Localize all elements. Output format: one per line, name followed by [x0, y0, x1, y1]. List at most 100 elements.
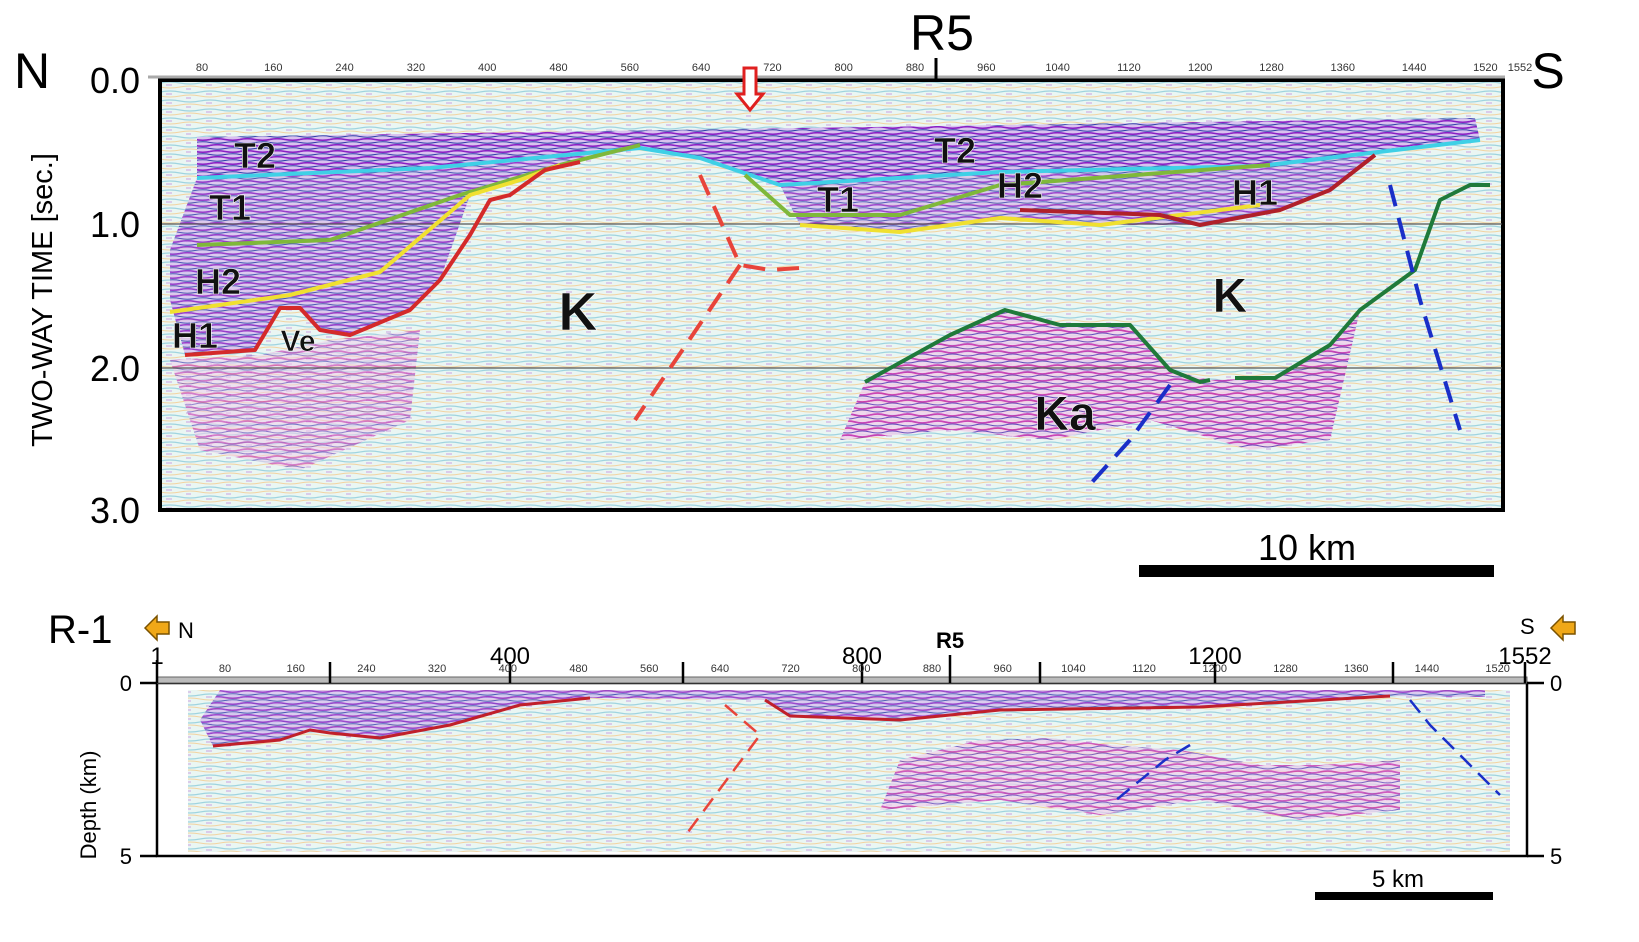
cdp-tick-label: 320 [407, 62, 425, 74]
horizon-h2 [799, 203, 1261, 234]
cdp-tick-label: 640 [711, 663, 729, 675]
major-tick-label: 1 [150, 643, 163, 670]
cdp-tick-label: 1200 [1203, 663, 1227, 675]
horizon-label: H1 [172, 315, 218, 356]
cdp-tick-label: 800 [852, 663, 870, 675]
depth-tick-label: 0 [120, 671, 132, 696]
cdp-tick-label: 800 [835, 62, 853, 74]
cdp-tick-label: 480 [549, 62, 567, 74]
cdp-tick-label: 880 [906, 62, 924, 74]
cdp-tick-label: 640 [692, 62, 710, 74]
cdp-tick-label: 80 [219, 663, 231, 675]
y-tick-label: 0.0 [90, 60, 140, 101]
section-frame [158, 78, 1505, 512]
south-arrow [1549, 614, 1576, 642]
horizon-label: H1 [1232, 172, 1278, 213]
major-tick-label: 1552 [1498, 643, 1551, 670]
fault [686, 704, 762, 833]
horizon-label: T2 [234, 135, 276, 176]
horizon-label: K [559, 282, 598, 342]
cdp-tick-label: 1360 [1344, 663, 1368, 675]
line-marker: R5 [936, 628, 964, 653]
fault [1388, 184, 1462, 431]
line-marker: R5 [910, 5, 974, 61]
horizon-t1 [196, 143, 641, 247]
cdp-tick-label: 1120 [1117, 62, 1141, 74]
y-axis-label: TWO-WAY TIME [sec.] [27, 153, 59, 447]
section-title: R-1 [48, 608, 112, 652]
major-tick-label: 800 [842, 643, 882, 670]
depth-tick-label: 5 [120, 844, 132, 869]
cdp-tick-label: 1520 [1473, 62, 1497, 74]
direction-label: N [14, 43, 50, 99]
fault [1109, 743, 1191, 806]
y-tick-label: 2.0 [90, 348, 140, 389]
north-arrow [143, 614, 170, 642]
y-axis-label: Depth (km) [76, 751, 101, 860]
cdp-tick-label: 1440 [1402, 62, 1426, 74]
horizon-k [864, 308, 1211, 384]
fault [1083, 383, 1172, 492]
cdp-tick-label: 1440 [1415, 663, 1439, 675]
fault [698, 174, 801, 272]
scale-bar [1139, 565, 1494, 577]
horizon-label: Ve [280, 325, 315, 358]
horizon-label: T2 [934, 130, 976, 171]
cdp-axis [156, 676, 1528, 684]
depth-tick-label: 0 [1550, 671, 1562, 696]
horizons [169, 138, 1490, 492]
cdp-tick-label: 960 [994, 663, 1012, 675]
direction-label: N [178, 618, 194, 643]
horizon [212, 696, 591, 748]
cdp-tick-label: 160 [264, 62, 282, 74]
seismic-layer [840, 310, 1360, 450]
cdp-tick-label: 400 [499, 663, 517, 675]
cdp-tick-label: 880 [923, 663, 941, 675]
cdp-tick-label: 1520 [1485, 663, 1509, 675]
y-tick-label: 1.0 [90, 204, 140, 245]
horizon-h1 [184, 160, 581, 357]
top-section [148, 58, 1505, 577]
y-tick-label: 3.0 [90, 490, 140, 531]
cdp-tick-label: 1280 [1259, 62, 1283, 74]
depth-tick-label: 5 [1550, 844, 1562, 869]
cdp-tick-label: 1040 [1045, 62, 1069, 74]
major-tick-marks [140, 655, 1544, 858]
cdp-tick-label: 1040 [1061, 663, 1085, 675]
fault [1409, 699, 1501, 796]
direction-label: S [1531, 43, 1564, 99]
scale-bar [1315, 892, 1493, 900]
horizon [764, 694, 1391, 722]
cdp-tick-label: 560 [621, 62, 639, 74]
direction-label: S [1520, 614, 1535, 639]
horizon-label: K [1213, 270, 1248, 323]
horizon-label: Ka [1034, 388, 1096, 441]
fault [633, 263, 742, 422]
major-tick-label: 1200 [1188, 643, 1241, 670]
cdp-tick-label: 160 [287, 663, 305, 675]
cdp-tick-label: 720 [763, 62, 781, 74]
cdp-tick-label: 1360 [1331, 62, 1355, 74]
seismic-layer [170, 330, 420, 470]
major-tick-label: 400 [490, 643, 530, 670]
horizon-h1 [1019, 153, 1377, 227]
position-arrow [733, 66, 767, 113]
cdp-tick-label: 1280 [1273, 663, 1297, 675]
horizon-label: H2 [195, 261, 241, 302]
horizons [212, 694, 1501, 833]
bottom-section [140, 614, 1576, 900]
cdp-tick-label: 1120 [1132, 663, 1156, 675]
cdp-tick-label: 720 [781, 663, 799, 675]
cdp-tick-label: 1200 [1188, 62, 1212, 74]
horizon-label: T1 [817, 179, 859, 220]
cdp-tick-label: 320 [428, 663, 446, 675]
horizon-t1 [743, 163, 1271, 217]
horizon-label: T1 [209, 187, 251, 228]
cdp-tick-label: 240 [357, 663, 375, 675]
scale-bar-label: 10 km [1258, 527, 1356, 568]
seismic-layer [780, 155, 1375, 232]
cdp-tick-label: 400 [478, 62, 496, 74]
cdp-tick-label: 480 [569, 663, 587, 675]
